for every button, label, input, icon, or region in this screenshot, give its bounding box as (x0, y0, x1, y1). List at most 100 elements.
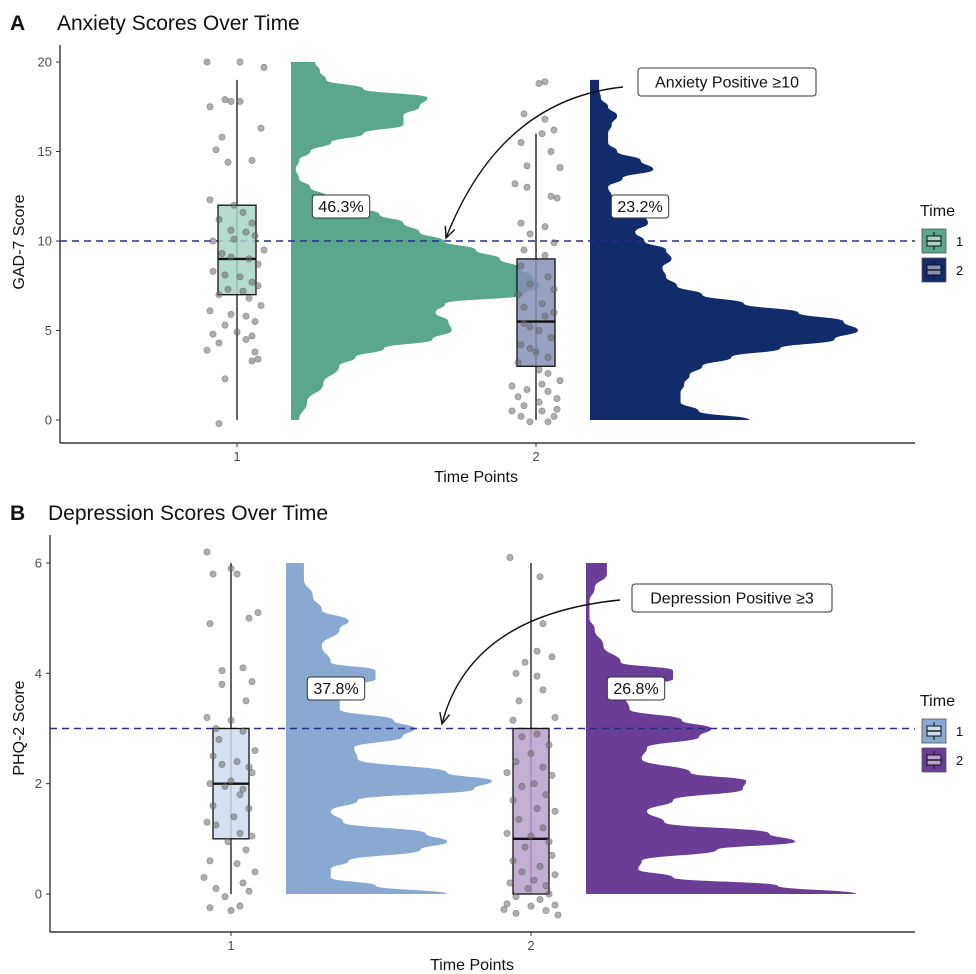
jitter-point (539, 686, 547, 694)
jitter-point (517, 219, 525, 227)
jitter-point (542, 907, 550, 915)
jitter-point (218, 250, 226, 258)
jitter-point (527, 902, 535, 910)
jitter-point (520, 319, 528, 327)
threshold-annotation: Depression Positive ≥3 (439, 583, 833, 726)
annotation-arrowhead (439, 711, 451, 726)
jitter-point (503, 769, 511, 777)
jitter-point (553, 395, 561, 403)
panel-b-legend-key-2: 2 (921, 747, 963, 773)
jitter-point (526, 344, 534, 352)
jitter-point (538, 130, 546, 138)
jitter-point (523, 162, 531, 170)
jitter-point (203, 548, 211, 556)
y-tick-label: 2 (35, 776, 42, 791)
jitter-point (206, 620, 214, 628)
jitter-point (508, 382, 516, 390)
y-tick-label: 15 (38, 144, 52, 159)
jitter-point (514, 393, 522, 401)
jitter-point (533, 730, 541, 738)
jitter-point (514, 291, 522, 299)
jitter-point (551, 807, 559, 815)
panel-b: B Depression Scores Over Time 0 2 4 6 1 2 37.8… (10, 502, 963, 974)
panel-b-y-axis-label: PHQ-2 Score (11, 680, 28, 775)
jitter-point (212, 146, 220, 154)
jitter-point (254, 260, 262, 268)
jitter-point (227, 565, 235, 573)
jitter-point (506, 553, 514, 561)
legend-label: 1 (956, 234, 963, 249)
jitter-point (544, 273, 552, 281)
jitter-point (512, 893, 520, 901)
jitter-point (212, 884, 220, 892)
panel-a-plot: 0 5 10 15 20 1 2 46.3% 23.2% Anxiety Positive ≥10 (38, 45, 915, 464)
jitter-point (215, 420, 223, 428)
jitter-point (233, 860, 241, 868)
jitter-point (248, 156, 256, 164)
jitter-point (209, 267, 217, 275)
jitter-point (533, 672, 541, 680)
jitter-point (538, 407, 546, 415)
jitter-point (536, 896, 544, 904)
jitter-point (203, 346, 211, 354)
jitter-point (251, 348, 259, 356)
jitter-point (245, 887, 253, 895)
jitter-point (512, 758, 520, 766)
jitter-point (245, 255, 253, 263)
y-tick-label: 0 (35, 887, 42, 902)
jitter-point (535, 79, 543, 87)
jitter-point (535, 326, 543, 334)
percent-label-time-1: 37.8% (306, 676, 366, 701)
jitter-point (532, 348, 540, 356)
jitter-point (536, 862, 544, 870)
panel-a-tag: A (10, 12, 25, 35)
percent-label-time-2: 23.2% (610, 194, 670, 219)
jitter-point (206, 196, 214, 204)
y-tick-label: 6 (35, 556, 42, 571)
jitter-point (524, 884, 532, 892)
jitter-point (218, 760, 226, 768)
jitter-point (257, 124, 265, 132)
jitter-point (520, 402, 528, 410)
jitter-point (512, 909, 520, 917)
jitter-point (209, 570, 217, 578)
jitter-point (260, 63, 268, 71)
panel-b-legend: Time 1 2 (920, 693, 963, 773)
jitter-point (236, 902, 244, 910)
jitter-point (533, 647, 541, 655)
jitter-point (227, 97, 235, 105)
jitter-point (556, 377, 564, 385)
panel-b-tag: B (10, 502, 25, 525)
jitter-point (547, 148, 555, 156)
jitter-point (514, 359, 522, 367)
jitter-point (539, 824, 547, 832)
jitter-point (224, 285, 232, 293)
percent-label-box (610, 194, 670, 219)
jitter-point (526, 230, 534, 238)
jitter-point (551, 901, 559, 909)
annotation-arrow (441, 599, 621, 725)
panel-b-title: Depression Scores Over Time (48, 502, 328, 525)
jitter-point (539, 763, 547, 771)
jitter-point (530, 876, 538, 884)
legend-label: 2 (956, 263, 963, 278)
x-tick-label: 1 (233, 449, 240, 464)
panel-b-legend-key-1: 1 (921, 718, 963, 744)
jitter-point (236, 58, 244, 66)
jitter-point (251, 318, 259, 326)
jitter-point (257, 301, 265, 309)
jitter-point (203, 713, 211, 721)
annotation-text: Anxiety Positive ≥10 (655, 75, 799, 92)
jitter-point (515, 816, 523, 824)
jitter-point (218, 680, 226, 688)
annotation-box (637, 67, 817, 97)
jitter-point (545, 890, 553, 898)
jitter-point (221, 782, 229, 790)
percent-label-time-2: 26.8% (606, 676, 666, 701)
jitter-point (248, 832, 256, 840)
jitter-point (245, 614, 253, 622)
jitter-point (215, 291, 223, 299)
jitter-point (248, 769, 256, 777)
jitter-point (206, 307, 214, 315)
jitter-point (535, 398, 543, 406)
